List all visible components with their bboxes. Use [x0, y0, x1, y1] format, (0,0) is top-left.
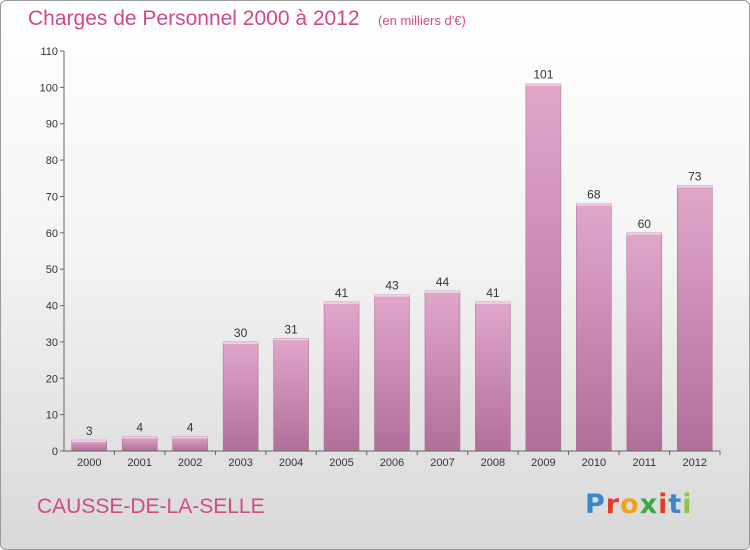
x-tick-label-2004: 2004 — [279, 457, 303, 469]
bar-2005 — [323, 301, 360, 452]
bar-highlight-2008 — [475, 301, 511, 304]
x-tick-label-2007: 2007 — [430, 457, 454, 469]
bar-2012 — [677, 185, 713, 452]
bar-highlight-2001 — [122, 436, 158, 439]
value-label-2001: 4 — [136, 420, 143, 434]
logo-letter: P — [585, 489, 606, 520]
y-tick-label-50: 50 — [46, 264, 58, 276]
x-tick-label-2010: 2010 — [582, 457, 606, 469]
bar-2010 — [576, 203, 612, 452]
y-tick-label-100: 100 — [40, 82, 58, 94]
x-tick-label-2000: 2000 — [77, 457, 101, 469]
bar-2011 — [626, 232, 663, 452]
value-label-2000: 3 — [86, 424, 93, 438]
bars-layer — [71, 83, 713, 452]
y-tick-label-30: 30 — [46, 337, 58, 349]
y-tick-label-40: 40 — [46, 301, 58, 313]
chart-title: Charges de Personnel 2000 à 2012 — [28, 7, 360, 30]
value-label-2003: 30 — [234, 326, 248, 340]
bar-highlight-2005 — [324, 301, 360, 304]
value-label-2004: 31 — [284, 322, 298, 336]
bar-2003 — [222, 341, 259, 452]
value-label-2005: 41 — [335, 286, 349, 300]
labels-layer: 3 2000 4 2001 4 2002 30 2003 31 2004 41 2005 43 2006 4… — [40, 46, 707, 469]
bar-2006 — [374, 294, 410, 452]
proxiti-logo[interactable]: Proxiti — [585, 489, 693, 520]
value-label-2009: 101 — [533, 68, 553, 82]
value-label-2002: 4 — [187, 420, 194, 434]
bar-highlight-2009 — [525, 83, 561, 86]
x-tick-label-2005: 2005 — [329, 457, 353, 469]
x-tick-label-2003: 2003 — [228, 457, 252, 469]
x-tick-label-2012: 2012 — [683, 457, 707, 469]
x-tick-label-2006: 2006 — [380, 457, 404, 469]
bar-highlight-2006 — [374, 294, 410, 297]
chart-subtitle: (en milliers d'€) — [378, 13, 466, 28]
value-label-2011: 60 — [638, 217, 652, 231]
value-label-2010: 68 — [587, 188, 601, 202]
logo-letter: i — [658, 489, 669, 520]
bar-highlight-2010 — [576, 203, 612, 206]
value-label-2007: 44 — [436, 275, 450, 289]
bar-2001 — [121, 436, 158, 452]
x-tick-label-2002: 2002 — [178, 457, 202, 469]
bar-2002 — [172, 436, 208, 452]
logo-letter: t — [668, 489, 683, 520]
bar-highlight-2000 — [71, 440, 107, 443]
bar-highlight-2002 — [172, 436, 208, 439]
logo-letter: o — [620, 489, 640, 520]
y-tick-label-10: 10 — [46, 410, 58, 422]
x-tick-label-2011: 2011 — [632, 457, 656, 469]
logo-letter: r — [605, 489, 621, 520]
bar-highlight-2004 — [273, 338, 309, 341]
value-label-2008: 41 — [486, 286, 500, 300]
y-tick-label-110: 110 — [40, 46, 58, 58]
bar-2009 — [525, 83, 562, 452]
x-tick-label-2008: 2008 — [481, 457, 505, 469]
y-tick-label-0: 0 — [52, 446, 58, 458]
logo-letter: i — [682, 489, 693, 520]
value-label-2006: 43 — [385, 279, 399, 293]
bar-highlight-2011 — [626, 232, 662, 235]
x-tick-label-2001: 2001 — [127, 457, 151, 469]
commune-name: CAUSSE-DE-LA-SELLE — [37, 495, 265, 518]
logo-letter: x — [639, 489, 659, 520]
bar-highlight-2007 — [424, 291, 460, 293]
axes-layer — [60, 50, 721, 455]
y-tick-label-80: 80 — [46, 155, 58, 167]
y-tick-label-60: 60 — [46, 228, 58, 240]
bar-2008 — [475, 301, 511, 452]
x-tick-label-2009: 2009 — [531, 457, 555, 469]
y-tick-label-20: 20 — [46, 373, 58, 385]
bar-2007 — [424, 290, 461, 452]
bar-highlight-2012 — [677, 185, 713, 188]
bar-highlight-2003 — [223, 341, 259, 344]
value-label-2012: 73 — [688, 170, 702, 184]
y-tick-label-90: 90 — [46, 119, 58, 131]
title-row: Charges de Personnel 2000 à 2012 (en mil… — [28, 7, 466, 31]
bar-2004 — [273, 338, 309, 452]
y-tick-label-70: 70 — [46, 191, 58, 203]
